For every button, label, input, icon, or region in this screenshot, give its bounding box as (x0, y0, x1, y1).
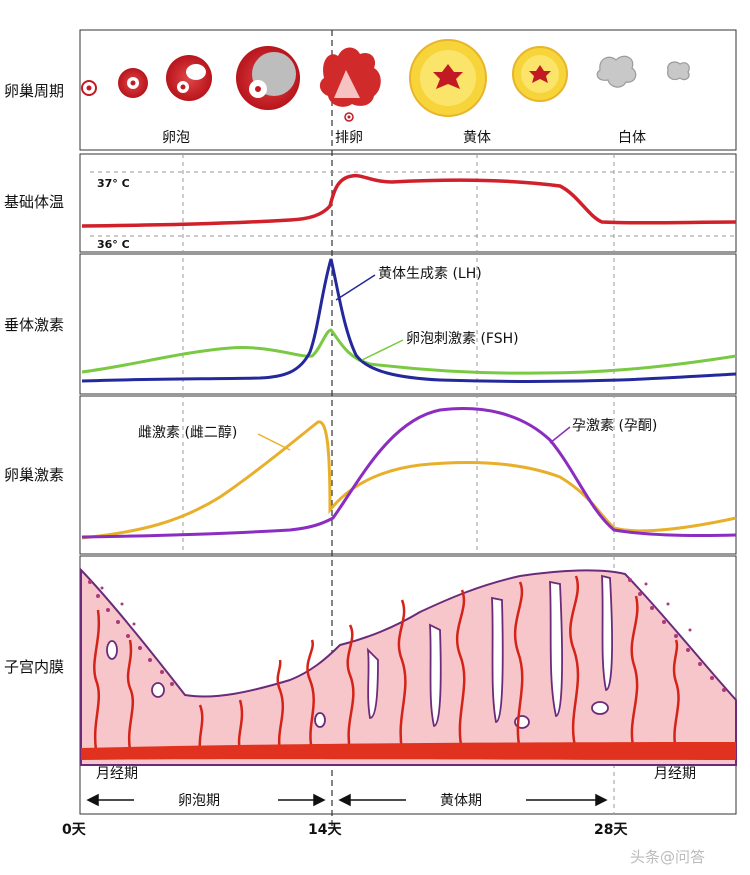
phase-follicular-label: 卵泡期 (178, 793, 220, 809)
temp-low-label: 36° C (97, 238, 130, 251)
endometrium-illustration (80, 567, 737, 766)
label-fsh: 卵泡刺激素 (FSH) (406, 330, 519, 347)
primary-follicle-icon (118, 68, 148, 98)
lh-curve (81, 258, 737, 383)
row-label-ovarian-hormone: 卵巢激素 (4, 466, 64, 484)
axis-day-0: 0天 (62, 822, 87, 838)
label-follicle: 卵泡 (162, 130, 190, 146)
spiral-arteries (93, 575, 680, 751)
ruptured-follicle-icon (319, 47, 381, 122)
label-progesterone: 孕激素 (孕酮) (572, 417, 657, 434)
label-lh: 黄体生成素 (LH) (378, 265, 482, 282)
row-label-endometrium: 子宫内膜 (4, 658, 64, 676)
row-label-basal-temp: 基础体温 (4, 193, 64, 211)
progesterone-curve (81, 407, 737, 539)
lh-leader-line (335, 274, 376, 301)
temperature-curve (81, 173, 737, 228)
row-label-pituitary: 垂体激素 (4, 316, 64, 334)
ovarian-illustrations (81, 39, 690, 122)
phase-arrows (86, 793, 608, 807)
corpus-albicans-large-icon (596, 55, 637, 88)
primordial-follicle-icon (81, 80, 97, 96)
myometrium-band (81, 742, 736, 760)
menses-left-label: 月经期 (96, 766, 138, 782)
label-estrogen: 雌激素 (雌二醇) (138, 424, 237, 441)
menses-right-label: 月经期 (654, 766, 696, 782)
label-corpus-luteum: 黄体 (463, 129, 491, 146)
axis-day-14: 14天 (308, 822, 342, 838)
fsh-leader-line (361, 339, 404, 361)
estrogen-leader-line (257, 433, 291, 451)
axis-day-28: 28天 (594, 822, 628, 838)
corpus-luteum-large-icon (409, 39, 487, 117)
watermark: 头条@问答 (630, 848, 705, 866)
label-corpus-albicans: 白体 (618, 130, 646, 146)
row-label-ovarian-cycle: 卵巢周期 (4, 82, 64, 100)
gridlines (182, 154, 615, 556)
shedding-dots (88, 578, 726, 692)
gland-cutouts (106, 574, 613, 729)
progesterone-leader-line (549, 426, 571, 444)
secondary-follicle-icon (166, 55, 212, 101)
corpus-albicans-small-icon (667, 61, 690, 81)
label-ovulation: 排卵 (335, 130, 363, 146)
temp-high-label: 37° C (97, 177, 130, 190)
fsh-curve (81, 328, 737, 375)
mature-follicle-icon (236, 46, 300, 110)
phase-luteal-label: 黄体期 (440, 792, 482, 809)
corpus-luteum-small-icon (512, 46, 568, 102)
estrogen-curve (81, 420, 737, 540)
